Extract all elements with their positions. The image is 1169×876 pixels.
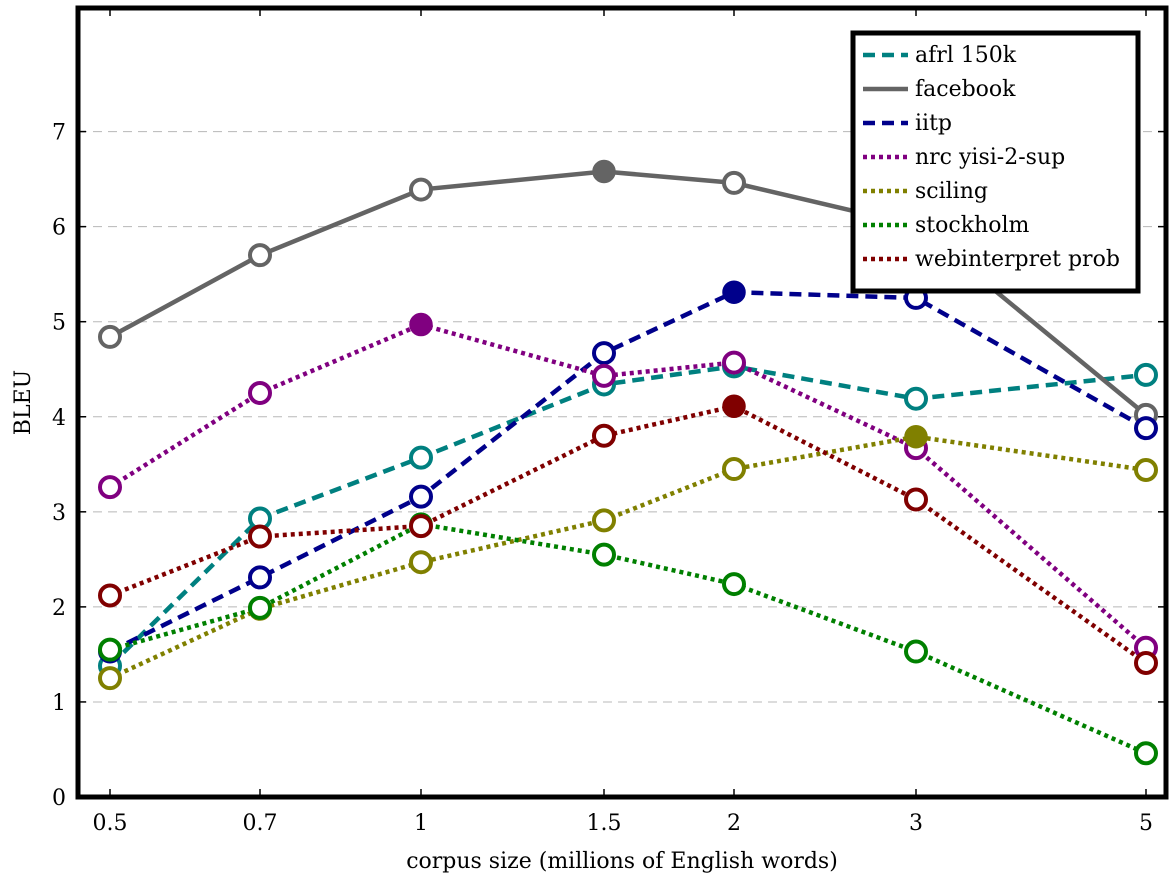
legend-label: nrc yisi-2-sup [915,145,1065,170]
y-axis-ticks: 0 1 2 3 4 5 6 7 [52,121,1166,811]
data-markers [98,159,1158,766]
legend-label: stockholm [915,213,1029,238]
best-point-marker [722,394,746,419]
data-point-marker [1134,416,1158,441]
data-point-marker [409,550,433,575]
x-tick-label: 0.5 [93,811,128,836]
legend-box [850,30,1141,294]
series-line-5 [109,521,1147,756]
data-point-marker [592,341,616,366]
data-point-marker [248,595,272,620]
best-point-marker [904,424,928,449]
y-tick-label: 3 [52,501,66,526]
y-tick-label: 6 [52,216,66,241]
y-tick-label: 5 [52,311,66,336]
x-tick-label: 1 [414,811,428,836]
data-point-marker [592,423,616,448]
data-point-marker [409,514,433,539]
data-point-marker [248,380,272,405]
y-tick-label: 1 [52,691,66,716]
data-point-marker [904,639,928,664]
data-point-marker [409,445,433,470]
best-point-marker [722,280,746,304]
data-point-marker [409,177,433,202]
y-tick-label: 4 [52,406,66,431]
data-point-marker [722,572,746,597]
y-tick-label: 0 [52,786,66,811]
data-point-marker [592,508,616,533]
x-tick-label: 3 [909,811,923,836]
data-point-marker [904,487,928,512]
x-tick-label: 2 [727,811,741,836]
data-point-marker [904,386,928,411]
y-axis-label: BLEU [11,370,36,435]
data-point-marker [248,524,272,549]
y-tick-label: 2 [52,596,66,621]
legend-label: webinterpret prob [915,247,1120,272]
best-point-marker [592,159,616,184]
x-axis-ticks: 0.5 0.7 1 1.5 2 3 5 [93,8,1153,836]
legend: afrl 150k facebook iitp nrc yisi-2-sup scili… [850,30,1141,294]
data-point-marker [1134,650,1158,675]
legend-label: afrl 150k [915,43,1017,68]
legend-label: facebook [915,77,1016,102]
x-tick-label: 1.5 [587,811,622,836]
data-point-marker [1134,457,1158,482]
data-point-marker [98,475,122,500]
legend-label: sciling [915,179,988,204]
data-point-marker [98,637,122,662]
data-point-marker [248,565,272,590]
data-point-marker [248,243,272,268]
x-tick-label: 5 [1139,811,1153,836]
y-tick-label: 7 [52,121,66,146]
data-point-marker [98,583,122,608]
best-point-marker [409,312,433,337]
data-point-marker [98,666,122,691]
plot-frame [75,5,1169,800]
data-point-marker [722,350,746,375]
legend-label: iitp [915,111,952,136]
data-point-marker [722,457,746,482]
data-point-marker [592,542,616,567]
data-point-marker [98,324,122,349]
data-point-marker [722,170,746,195]
data-point-marker [1134,362,1158,387]
x-axis-label: corpus size (millions of English words) [406,849,838,874]
data-point-marker [1134,741,1158,766]
data-point-marker [592,363,616,388]
series-line-4 [109,434,1147,681]
data-point-marker [409,484,433,509]
x-tick-label: 0.7 [243,811,278,836]
